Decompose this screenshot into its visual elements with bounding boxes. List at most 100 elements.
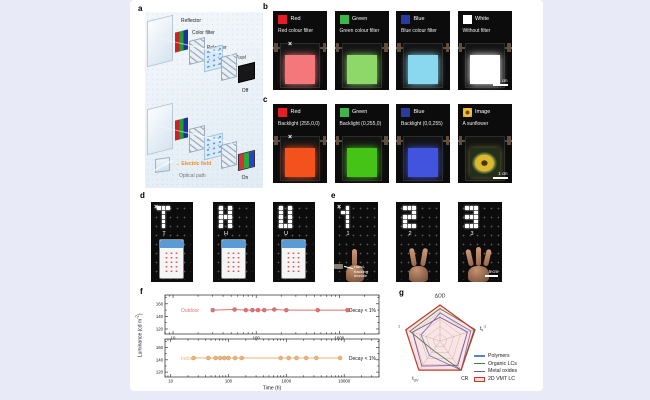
photo-subtitle: Green colour filter xyxy=(339,27,380,34)
scale-bar-label: 1 cm xyxy=(498,77,508,83)
svg-text:tUV: tUV xyxy=(412,376,419,382)
clamp-right xyxy=(445,43,449,52)
svg-text:1000: 1000 xyxy=(335,336,345,341)
photo-subtitle: Red colour filter xyxy=(278,27,314,34)
scale-bar xyxy=(492,84,508,86)
panel-label-d: d xyxy=(140,191,145,200)
palm xyxy=(409,266,428,282)
pixel-label: Pixel xyxy=(235,55,246,61)
finger xyxy=(408,247,417,267)
scale-bar xyxy=(485,275,498,277)
display-cell-frame xyxy=(464,43,505,88)
polarizer-layer xyxy=(189,125,205,153)
control-phone xyxy=(281,239,306,279)
svg-text:10: 10 xyxy=(168,379,173,384)
clamp-right xyxy=(507,43,511,52)
svg-text:120: 120 xyxy=(156,327,164,332)
photo-hand-one-finger: 1 Hand-tracking module × xyxy=(334,202,378,282)
display-screen xyxy=(469,55,500,84)
dot-matrix-digit xyxy=(465,206,479,229)
clamp-left xyxy=(397,136,401,145)
photo-display-letter-t: T × xyxy=(151,202,193,282)
hand-tracking-annotation: Hand-tracking module xyxy=(354,264,369,279)
photo-subtitle: Without filter xyxy=(462,27,491,34)
dot-matrix-letter xyxy=(157,206,171,229)
display-cell-frame xyxy=(403,136,443,181)
field-arrow-icon: → xyxy=(175,161,180,167)
on-state-label: On xyxy=(241,175,249,181)
svg-text:160: 160 xyxy=(156,345,164,350)
finger xyxy=(420,247,429,267)
photo-display-letter-h: H xyxy=(213,202,255,282)
photo-backlight-blue: Blue Backlight (0,0,255) xyxy=(396,104,450,183)
dot-matrix-digit xyxy=(341,206,355,229)
phone-header xyxy=(222,240,245,248)
lc-cell-icon xyxy=(155,156,170,174)
photo-title: Blue xyxy=(413,109,425,115)
luminance-stability-chart: 120 140 160 10 100 1000 Outdoor Decay < 1% 120 14… xyxy=(156,294,380,391)
display-screen xyxy=(408,148,438,177)
hand-one-finger xyxy=(338,246,374,282)
phone-led-grid xyxy=(164,251,179,274)
photo-subtitle: Blue colour filter xyxy=(401,27,437,34)
svg-text:ts-1: ts-1 xyxy=(480,325,486,333)
position-marker-x: × xyxy=(288,41,293,48)
letter-caption: H xyxy=(224,231,228,237)
white-swatch xyxy=(462,15,472,24)
radar-legend: Polymers Organic LCs Metal oxides 2D VMT… xyxy=(474,352,517,383)
clamp-left xyxy=(458,43,462,52)
legend-item-polymers: Polymers xyxy=(474,352,517,360)
hand-tracking-module-device xyxy=(334,264,343,269)
photo-sunflower-image: Image A sunflower 1 cm xyxy=(457,104,512,183)
control-phone xyxy=(221,239,246,279)
palm xyxy=(468,266,489,282)
optical-path-label: Optical path xyxy=(179,173,206,179)
clamp-right xyxy=(384,43,388,52)
photo-title: Green xyxy=(352,109,368,115)
finger xyxy=(465,248,474,267)
color-filter-label: Color filter xyxy=(192,30,215,36)
svg-text:CR: CR xyxy=(461,376,469,382)
dot-matrix-letter xyxy=(219,206,233,229)
metal-oxides-line-swatch xyxy=(474,370,485,373)
polarizer-layer xyxy=(221,53,237,81)
red-swatch xyxy=(278,15,287,24)
reflector-label: Reflector xyxy=(181,18,202,24)
hand-two-fingers xyxy=(400,246,436,282)
green-swatch xyxy=(339,108,349,117)
panel-label-a: a xyxy=(138,4,143,13)
clamp-left xyxy=(274,136,278,145)
panel-label-f: f xyxy=(140,287,143,296)
clamp-right xyxy=(322,43,326,52)
panel-label-c: c xyxy=(263,95,268,104)
svg-text:120: 120 xyxy=(156,370,164,375)
display-cell-frame xyxy=(280,136,320,181)
photo-title: Red xyxy=(290,16,301,22)
photo-display-letter-u: U xyxy=(273,202,315,282)
photo-subtitle: Backlight (0,0,255) xyxy=(401,120,443,127)
photo-green-colour-filter: Green Green colour filter xyxy=(334,11,389,90)
position-marker-x: × xyxy=(288,134,293,141)
material-comparison-radar-chart: ΔOD ts-1 CR tUV E-1 xyxy=(398,294,486,383)
hand-three-fingers xyxy=(460,246,498,282)
svg-text:140: 140 xyxy=(156,357,164,362)
lcd-stack-off xyxy=(146,14,261,88)
phone-header xyxy=(160,240,183,248)
svg-text:1000: 1000 xyxy=(282,379,292,384)
digit-caption: 1 xyxy=(346,231,350,237)
display-cell-frame xyxy=(341,43,382,88)
scale-bar xyxy=(492,177,508,179)
display-screen xyxy=(285,55,315,84)
position-marker-x: × xyxy=(154,204,159,211)
svg-text:100: 100 xyxy=(225,379,233,384)
svg-text:140: 140 xyxy=(156,314,164,319)
clamp-right xyxy=(507,136,511,145)
phone-header xyxy=(282,240,305,248)
photo-hand-two-fingers: 2 xyxy=(396,202,440,282)
panel-label-b: b xyxy=(263,2,268,11)
digit-caption: 2 xyxy=(408,231,412,237)
polarizer-layer xyxy=(189,37,205,65)
green-swatch xyxy=(339,15,349,24)
vmt-lc-box-swatch xyxy=(474,376,485,382)
